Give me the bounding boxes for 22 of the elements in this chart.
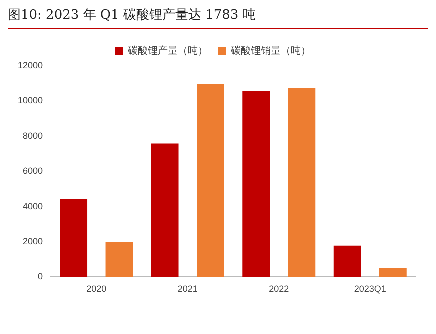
bar bbox=[334, 246, 362, 278]
x-tick-label: 2020 bbox=[86, 284, 107, 294]
legend-label: 碳酸锂销量（吨） bbox=[230, 44, 311, 57]
bar bbox=[197, 84, 224, 278]
y-tick-label: 10000 bbox=[18, 96, 44, 106]
y-tick-label: 4000 bbox=[22, 201, 44, 212]
bar bbox=[288, 88, 316, 278]
y-tick-label: 2000 bbox=[22, 236, 44, 246]
bar bbox=[60, 199, 88, 278]
y-tick-label: 0 bbox=[38, 272, 44, 282]
chart-title: 图10: 2023 年 Q1 碳酸锂产量达 1783 吨 bbox=[8, 7, 256, 24]
legend-label: 碳酸锂产量（吨） bbox=[127, 44, 208, 57]
bar bbox=[151, 144, 179, 278]
y-tick-label: 12000 bbox=[18, 60, 44, 70]
bar bbox=[242, 91, 270, 278]
y-tick-label: 8000 bbox=[22, 130, 44, 141]
x-tick-label: 2023Q1 bbox=[354, 284, 386, 294]
bar bbox=[106, 242, 134, 278]
bar bbox=[380, 268, 407, 278]
x-tick-label: 2021 bbox=[178, 284, 198, 294]
x-tick-label: 2022 bbox=[269, 284, 290, 294]
y-tick-label: 6000 bbox=[22, 166, 44, 176]
